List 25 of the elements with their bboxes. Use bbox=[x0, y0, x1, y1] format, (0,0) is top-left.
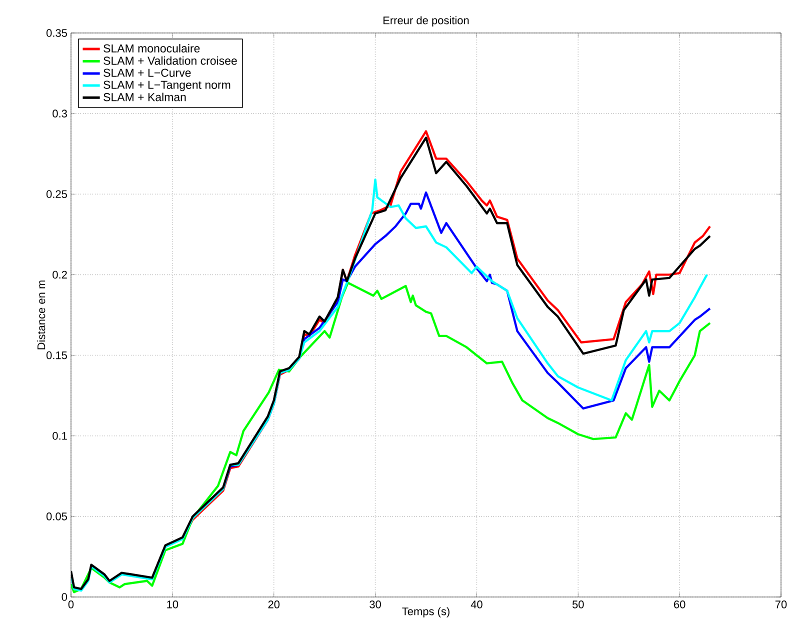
y-tick-label: 0.25 bbox=[46, 190, 67, 198]
legend-label: SLAM monoculaire bbox=[104, 44, 200, 52]
y-axis-title: Distance en m bbox=[37, 280, 46, 350]
x-tick-label: 60 bbox=[674, 600, 686, 608]
x-tick-label: 50 bbox=[572, 600, 584, 608]
y-tick-label: 0.3 bbox=[52, 110, 67, 118]
legend-label: SLAM + L−Tangent norm bbox=[104, 80, 230, 92]
y-tick-label: 0.1 bbox=[52, 432, 67, 440]
y-tick-label: 0.35 bbox=[46, 29, 67, 37]
x-tick-label: 0 bbox=[68, 600, 74, 608]
line-series bbox=[71, 282, 712, 594]
x-tick-label: 20 bbox=[268, 600, 280, 608]
y-tick-label: 0 bbox=[62, 593, 68, 601]
legend-label: SLAM + Kalman bbox=[104, 92, 186, 102]
x-axis-title: Temps (s) bbox=[402, 607, 450, 618]
x-tick-label: 10 bbox=[167, 600, 178, 608]
y-tick-label: 0.2 bbox=[52, 270, 67, 279]
x-tick-label: 40 bbox=[470, 600, 482, 608]
y-tick-label: 0.15 bbox=[46, 351, 67, 360]
x-tick-label: 70 bbox=[775, 600, 787, 608]
legend-label: SLAM + L−Curve bbox=[104, 68, 191, 77]
legend-label: SLAM + Validation croisee bbox=[104, 56, 237, 65]
y-tick-label: 0.05 bbox=[46, 512, 67, 520]
chart-title: Erreur de position bbox=[384, 16, 469, 26]
x-tick-label: 30 bbox=[370, 600, 381, 608]
